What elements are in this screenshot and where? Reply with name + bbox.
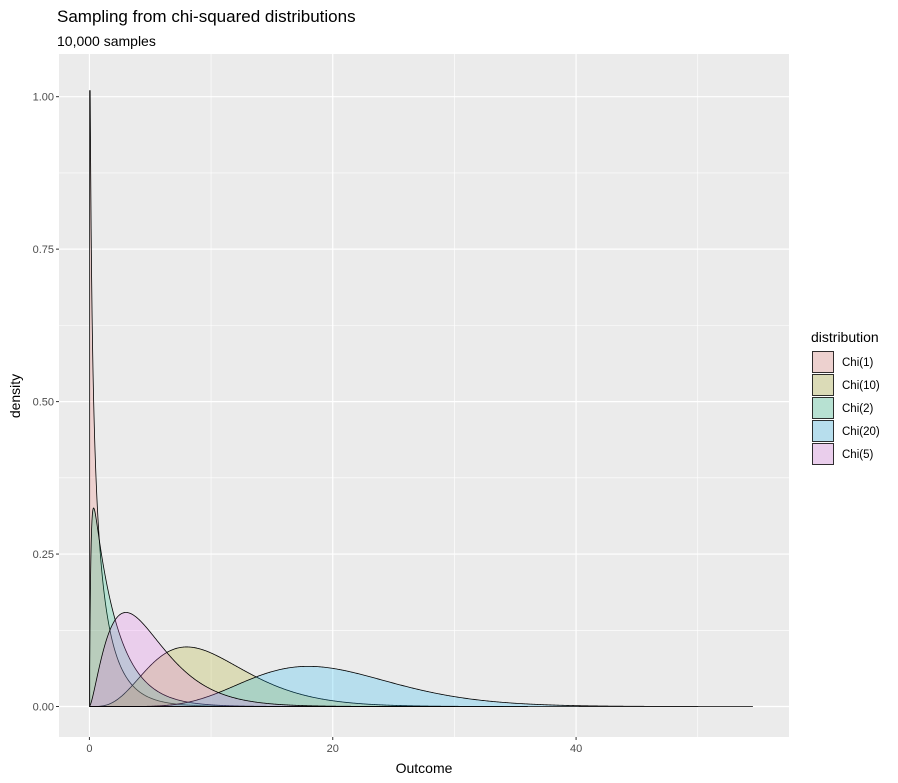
legend-key <box>812 443 834 465</box>
y-tick-label: 0.25 <box>33 549 54 561</box>
legend-key-bg <box>812 397 834 419</box>
density-areas <box>89 90 753 707</box>
legend-key-bg <box>812 374 834 396</box>
legend-key <box>812 420 834 442</box>
legend-label: Chi(2) <box>842 403 873 415</box>
plot-panel <box>59 54 789 737</box>
y-axis-label: density <box>7 374 23 418</box>
legend-key-bg <box>812 420 834 442</box>
x-tick-label: 20 <box>327 743 339 755</box>
density-chi5 <box>89 612 455 707</box>
y-tick-label: 0.50 <box>33 397 54 409</box>
legend-label: Chi(20) <box>842 426 880 438</box>
chart-title: Sampling from chi-squared distributions <box>57 7 356 26</box>
y-axis: 0.00 0.25 0.50 0.75 1.00 <box>33 92 59 714</box>
y-tick-label: 0.00 <box>33 702 54 714</box>
legend-key <box>812 351 834 373</box>
y-tick-label: 1.00 <box>33 92 54 104</box>
legend-label: Chi(1) <box>842 357 873 369</box>
legend-key-bg <box>812 443 834 465</box>
grid-minor <box>59 54 789 737</box>
legend-title: distribution <box>811 329 879 345</box>
legend-key <box>812 374 834 396</box>
chart-subtitle: 10,000 samples <box>57 33 156 49</box>
legend-key-bg <box>812 351 834 373</box>
legend-label: Chi(5) <box>842 449 873 461</box>
density-chi20 <box>89 665 753 707</box>
x-axis-label: Outcome <box>396 760 453 776</box>
x-tick-label: 0 <box>86 743 92 755</box>
x-axis: 0 20 40 <box>86 737 582 755</box>
legend-key <box>812 397 834 419</box>
y-tick-label: 0.75 <box>33 244 54 256</box>
x-tick-label: 40 <box>570 743 582 755</box>
legend: distribution Chi(1)Chi(10)Chi(2)Chi(20)C… <box>811 329 880 465</box>
legend-items: Chi(1) Chi(10) Chi(2) Chi(20) Chi(5) <box>812 351 880 465</box>
legend-label: Chi(10) <box>842 380 880 392</box>
